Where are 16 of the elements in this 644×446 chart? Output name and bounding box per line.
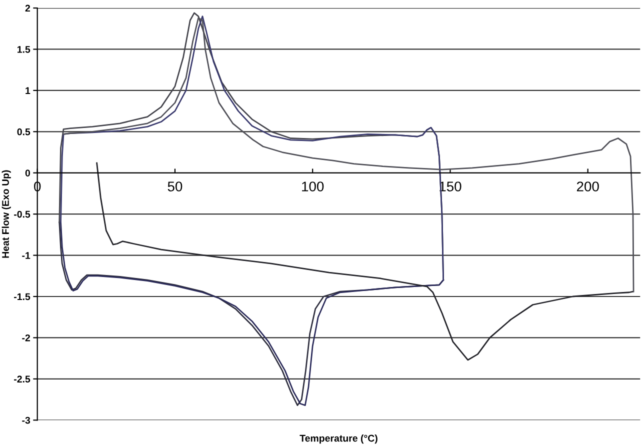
x-axis-title: Temperature (°C) — [300, 434, 378, 444]
y-tick-label: -1 — [22, 252, 30, 259]
y-tick-label: -2.5 — [14, 376, 30, 383]
y-tick-label: -0.5 — [14, 210, 30, 218]
x-tick-label: 50 — [168, 182, 182, 192]
y-tick-label: 0.5 — [17, 128, 30, 136]
y-tick-label: 1.5 — [18, 46, 30, 53]
y-tick-label: -2 — [22, 334, 30, 342]
y-tick-label: 0 — [25, 170, 30, 176]
x-tick-label: 100 — [302, 182, 324, 192]
y-tick-label: -3 — [22, 416, 30, 424]
x-tick-label: 200 — [576, 182, 599, 192]
y-tick-label: 1 — [26, 87, 30, 94]
y-tick-label: 2 — [25, 4, 30, 12]
y-tick-label: -1.5 — [14, 293, 30, 300]
y-axis-title: Heat Flow (Exo Up) — [2, 170, 11, 258]
